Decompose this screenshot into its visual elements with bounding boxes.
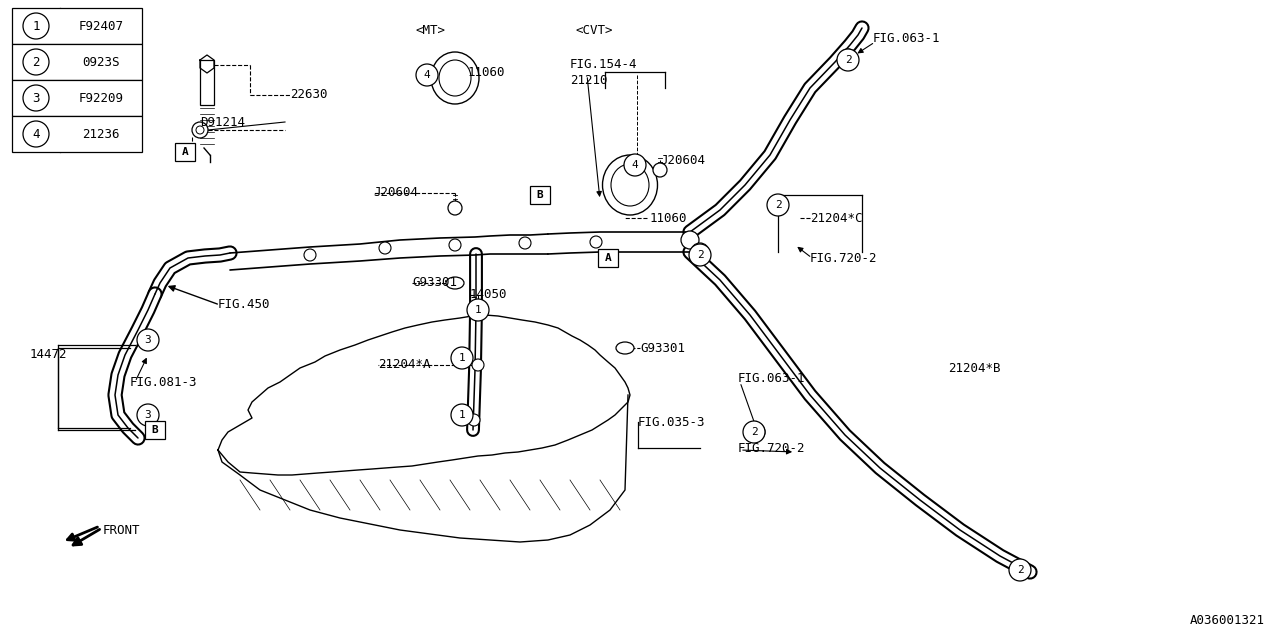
Text: 21236: 21236 — [82, 127, 120, 141]
Circle shape — [1011, 561, 1029, 579]
Circle shape — [1009, 559, 1030, 581]
Text: 0923S: 0923S — [82, 56, 120, 68]
Text: 11060: 11060 — [650, 211, 687, 225]
Circle shape — [192, 122, 207, 138]
Circle shape — [474, 304, 486, 316]
Circle shape — [137, 329, 159, 351]
Circle shape — [468, 414, 480, 426]
Text: 2: 2 — [845, 55, 851, 65]
Text: 2: 2 — [32, 56, 40, 68]
Circle shape — [767, 194, 788, 216]
Circle shape — [137, 404, 159, 426]
Circle shape — [449, 239, 461, 251]
Text: <MT>: <MT> — [416, 24, 445, 36]
Circle shape — [625, 154, 646, 176]
Text: 1: 1 — [32, 19, 40, 33]
Text: 4: 4 — [631, 160, 639, 170]
Ellipse shape — [616, 342, 634, 354]
Text: 21204*A: 21204*A — [378, 358, 430, 371]
Bar — [175, 143, 195, 161]
Bar — [12, 8, 142, 44]
Circle shape — [23, 49, 49, 75]
Text: 14472: 14472 — [29, 349, 68, 362]
Text: FIG.035-3: FIG.035-3 — [637, 415, 705, 429]
Circle shape — [451, 404, 474, 426]
Text: FIG.450: FIG.450 — [218, 298, 270, 312]
Text: FIG.154-4: FIG.154-4 — [570, 58, 637, 72]
Text: F92209: F92209 — [78, 92, 123, 104]
Text: 2: 2 — [774, 200, 781, 210]
Circle shape — [681, 231, 699, 249]
Text: FIG.081-3: FIG.081-3 — [131, 376, 197, 388]
Text: 1: 1 — [458, 353, 466, 363]
Text: 21204*B: 21204*B — [948, 362, 1001, 374]
Text: 3: 3 — [145, 335, 151, 345]
Circle shape — [590, 236, 602, 248]
Text: 3: 3 — [145, 410, 151, 420]
Bar — [530, 186, 550, 204]
Circle shape — [451, 347, 474, 369]
Text: A: A — [604, 253, 612, 263]
Bar — [12, 116, 142, 152]
Text: 21204*C: 21204*C — [810, 211, 863, 225]
Circle shape — [748, 423, 765, 441]
Text: D91214: D91214 — [200, 115, 244, 129]
Text: 22630: 22630 — [291, 88, 328, 102]
Circle shape — [691, 243, 709, 261]
Circle shape — [379, 242, 390, 254]
Bar — [200, 60, 214, 105]
Text: FIG.063-1: FIG.063-1 — [739, 371, 805, 385]
Ellipse shape — [445, 277, 465, 289]
Text: FIG.063-1: FIG.063-1 — [873, 31, 941, 45]
Circle shape — [472, 359, 484, 371]
Circle shape — [742, 421, 765, 443]
Text: A: A — [182, 147, 188, 157]
Text: FIG.720-2: FIG.720-2 — [810, 252, 878, 264]
Circle shape — [653, 163, 667, 177]
Bar — [12, 80, 142, 116]
Circle shape — [416, 64, 438, 86]
Text: 11060: 11060 — [468, 65, 506, 79]
Circle shape — [467, 299, 489, 321]
Text: FRONT: FRONT — [102, 524, 141, 536]
Text: 4: 4 — [32, 127, 40, 141]
Text: FIG.720-2: FIG.720-2 — [739, 442, 805, 454]
Bar — [12, 44, 142, 80]
Text: A036001321: A036001321 — [1190, 614, 1265, 627]
Text: 14050: 14050 — [470, 289, 507, 301]
Text: 1: 1 — [458, 410, 466, 420]
Text: 1: 1 — [475, 305, 481, 315]
Text: 21210: 21210 — [570, 74, 608, 86]
Text: G93301: G93301 — [412, 276, 457, 289]
Text: J20604: J20604 — [372, 186, 419, 200]
Text: F92407: F92407 — [78, 19, 123, 33]
Text: 2: 2 — [696, 250, 704, 260]
Text: 3: 3 — [32, 92, 40, 104]
Circle shape — [518, 237, 531, 249]
Text: B: B — [536, 190, 544, 200]
Circle shape — [305, 249, 316, 261]
Text: B: B — [151, 425, 159, 435]
Circle shape — [23, 85, 49, 111]
Text: G93301: G93301 — [640, 342, 685, 355]
Bar — [145, 421, 165, 439]
Circle shape — [689, 244, 710, 266]
Circle shape — [837, 49, 859, 71]
Bar — [598, 249, 618, 267]
Text: <CVT>: <CVT> — [575, 24, 613, 36]
Circle shape — [23, 121, 49, 147]
Text: 2: 2 — [750, 427, 758, 437]
Text: 4: 4 — [424, 70, 430, 80]
Circle shape — [23, 13, 49, 39]
Circle shape — [448, 201, 462, 215]
Text: J20604: J20604 — [660, 154, 705, 166]
Circle shape — [196, 126, 204, 134]
Text: 2: 2 — [1016, 565, 1024, 575]
Circle shape — [838, 49, 858, 67]
